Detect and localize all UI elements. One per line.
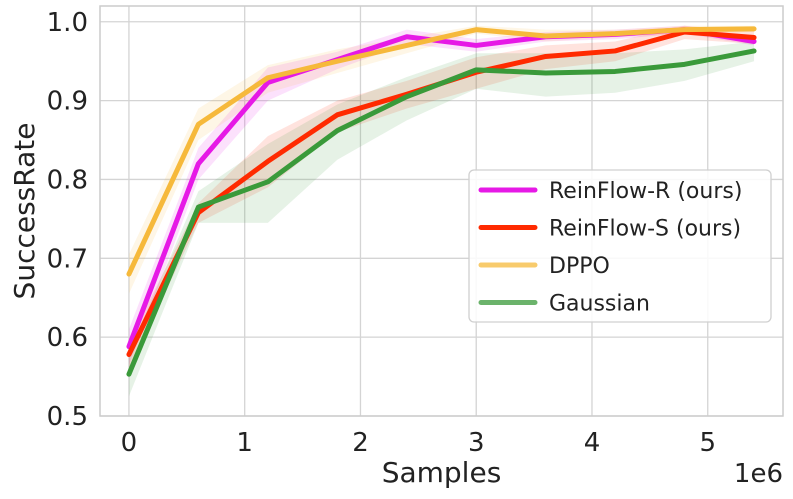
series-band <box>128 41 755 397</box>
x-tick-label: 2 <box>352 428 369 458</box>
series-band <box>128 25 755 369</box>
legend-label: ReinFlow-R (ours) <box>549 179 742 204</box>
legend: ReinFlow-R (ours) ReinFlow-S (ours) DPPO Ga… <box>468 169 772 323</box>
legend-label: DPPO <box>549 254 610 279</box>
y-axis-label: SuccessRate <box>8 123 41 300</box>
x-tick-label: 1 <box>236 428 253 458</box>
series-line <box>126 26 757 277</box>
x-tick-label: 0 <box>121 428 138 458</box>
legend-label: ReinFlow-S (ours) <box>549 217 741 242</box>
y-tick-label: 0.7 <box>47 244 88 274</box>
plot-frame <box>99 5 784 417</box>
y-tick-label: 0.9 <box>47 87 88 117</box>
x-axis-offset-label: 1e6 <box>734 459 783 489</box>
confidence-bands <box>128 25 755 397</box>
series-line <box>126 48 757 377</box>
series-lines <box>126 26 757 377</box>
y-tick-label: 1.0 <box>47 8 88 38</box>
y-tick-label: 0.6 <box>47 323 88 353</box>
tick-labels: 0 1 2 3 4 5 0.5 0.6 0.7 0.8 0.9 1.0 <box>47 8 716 458</box>
x-tick-label: 4 <box>584 428 601 458</box>
y-tick-label: 0.8 <box>47 165 88 195</box>
x-axis-label: Samples <box>382 456 502 489</box>
y-tick-label: 0.5 <box>47 402 88 432</box>
x-tick-label: 5 <box>699 428 716 458</box>
legend-label: Gaussian <box>549 292 650 317</box>
x-tick-label: 3 <box>468 428 485 458</box>
legend-box <box>468 169 772 323</box>
